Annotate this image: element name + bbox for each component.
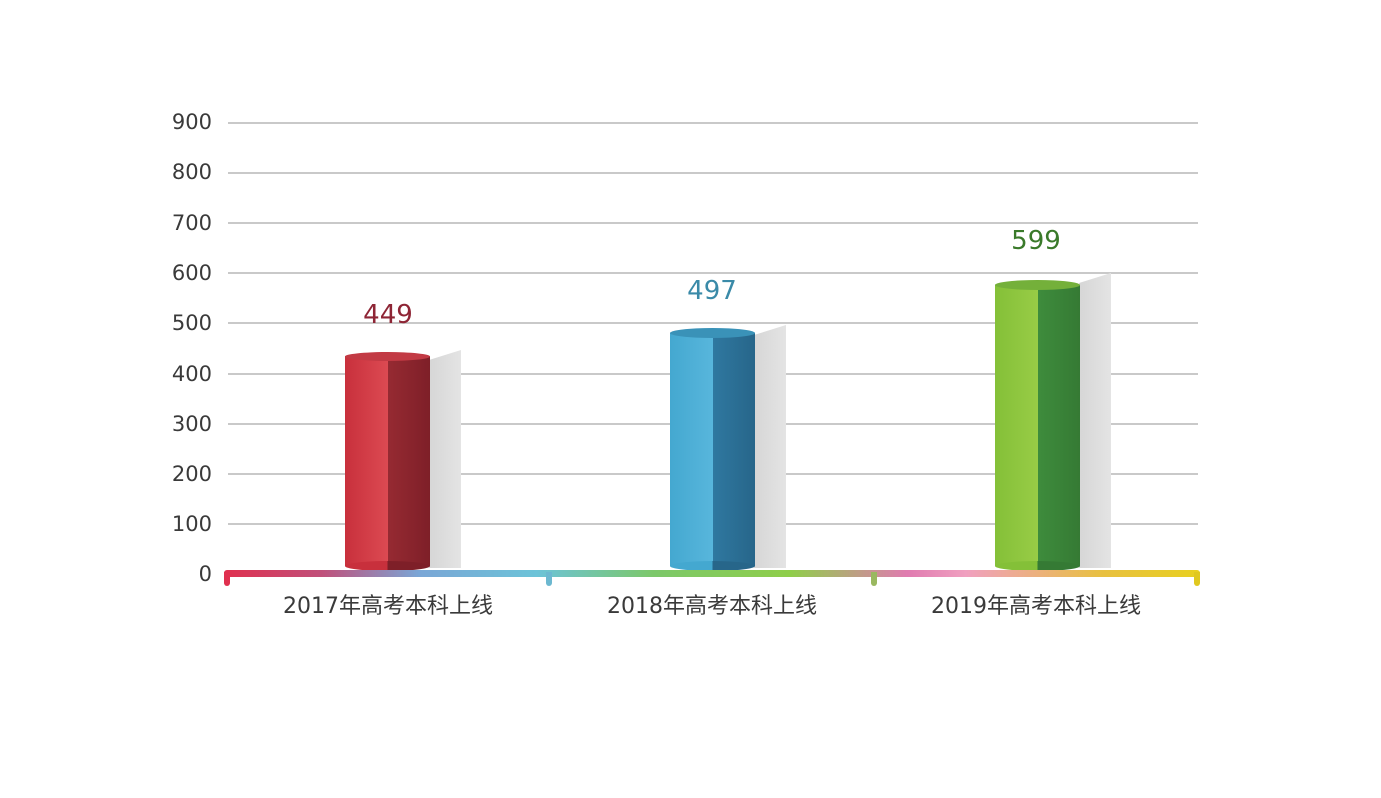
bar-base xyxy=(995,561,1080,571)
bar-face-light xyxy=(670,333,713,566)
y-tick-label: 600 xyxy=(171,261,212,285)
bar-base xyxy=(670,561,755,571)
bar-base xyxy=(345,561,430,571)
bar-cap xyxy=(670,328,755,338)
bar-face-dark xyxy=(713,333,755,566)
y-tick-label: 200 xyxy=(171,462,212,486)
gridline xyxy=(228,322,1198,324)
x-category-label: 2019年高考本科上线 xyxy=(931,594,1141,619)
value-label-2019: 599 xyxy=(1011,226,1061,256)
bar-cap xyxy=(345,352,430,361)
x-axis-tick xyxy=(546,572,552,586)
bar-2019 xyxy=(995,273,1115,572)
x-axis-tick xyxy=(224,572,230,586)
bar-face-light xyxy=(995,285,1038,566)
bar-shadow xyxy=(1079,273,1111,568)
bar-2018 xyxy=(670,325,790,572)
y-tick-label: 500 xyxy=(171,311,212,335)
bar-2017 xyxy=(345,350,465,572)
bar-cap xyxy=(995,280,1080,290)
x-axis-tick xyxy=(1194,572,1200,586)
bar-face-dark xyxy=(1038,285,1080,566)
gridline xyxy=(228,272,1198,274)
gridline xyxy=(228,222,1198,224)
x-category-label: 2017年高考本科上线 xyxy=(283,594,493,619)
x-axis-tick xyxy=(871,572,877,586)
x-axis-line xyxy=(224,570,1200,577)
bar-shadow xyxy=(429,350,461,568)
y-tick-label: 800 xyxy=(171,160,212,184)
y-tick-label: 400 xyxy=(171,362,212,386)
x-category-label: 2018年高考本科上线 xyxy=(607,594,817,619)
y-tick-label: 100 xyxy=(171,512,212,536)
y-tick-label: 700 xyxy=(171,211,212,235)
y-tick-label: 300 xyxy=(171,412,212,436)
bar-shadow xyxy=(754,325,786,568)
value-label-2017: 449 xyxy=(363,300,413,330)
gridline xyxy=(228,172,1198,174)
y-tick-label: 900 xyxy=(171,110,212,134)
gridline xyxy=(228,122,1198,124)
bar-face-light xyxy=(345,356,388,566)
value-label-2018: 497 xyxy=(687,276,737,306)
y-tick-label: 0 xyxy=(198,562,212,586)
bar-face-dark xyxy=(388,356,430,566)
